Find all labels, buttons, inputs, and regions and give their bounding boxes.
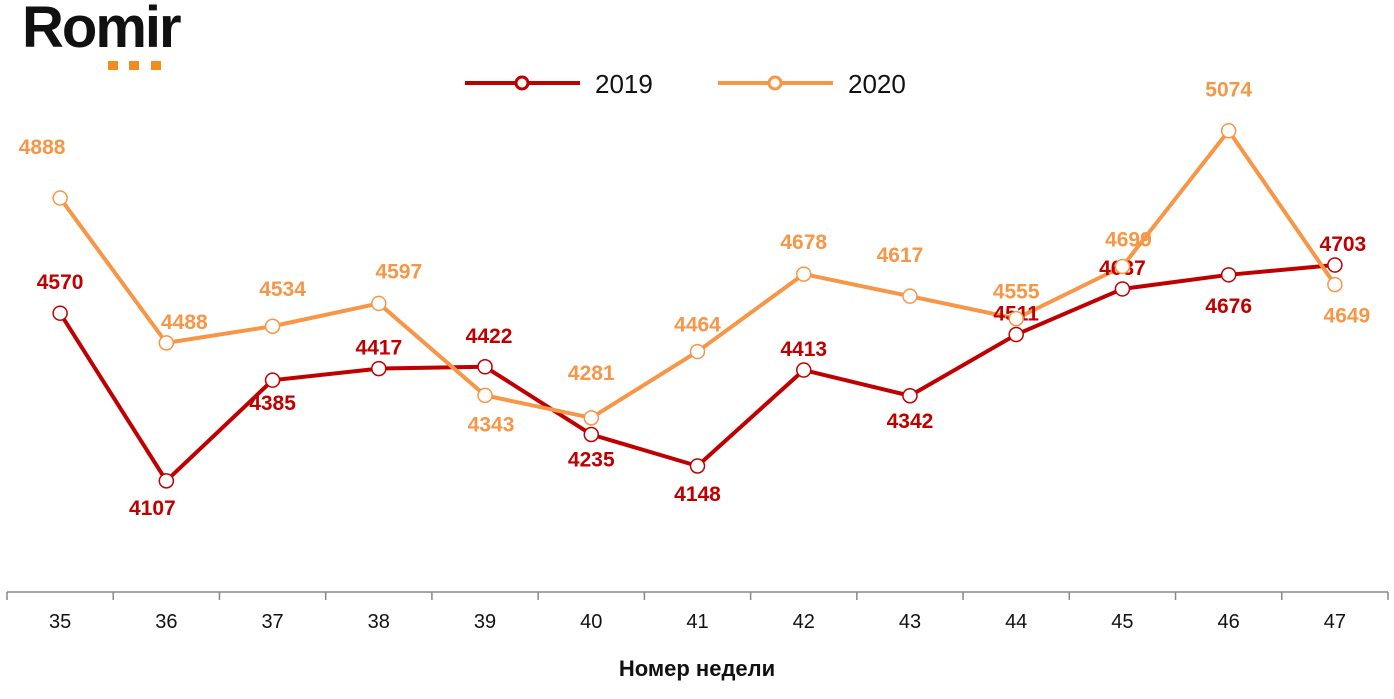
legend-label: 2020 <box>848 69 906 99</box>
data-label-2019: 4570 <box>37 271 84 294</box>
x-tick-label: 47 <box>1324 611 1346 633</box>
data-label-2020: 4343 <box>468 413 515 436</box>
data-point-2019 <box>477 359 493 375</box>
data-point-2019 <box>52 305 68 321</box>
data-point-2019 <box>158 473 175 489</box>
logo-text: Romir <box>22 0 182 60</box>
data-point-2019 <box>689 458 706 474</box>
data-point-2020 <box>371 295 387 312</box>
data-label-2020: 4699 <box>1105 228 1152 251</box>
data-point-2019 <box>795 362 812 378</box>
logo-dot <box>151 61 161 70</box>
data-point-2020 <box>52 190 68 206</box>
data-label-2020: 4597 <box>375 260 422 283</box>
data-label-2020: 4555 <box>993 281 1040 304</box>
x-tick-label: 44 <box>1005 611 1027 633</box>
x-tick-label: 36 <box>155 611 177 633</box>
data-point-2020 <box>158 335 175 351</box>
data-label-2019: 4342 <box>887 410 934 433</box>
data-point-2020 <box>1008 310 1024 327</box>
data-label-2020: 5074 <box>1205 79 1252 102</box>
legend-marker <box>767 75 783 91</box>
legend-marker <box>514 75 530 91</box>
data-point-2019 <box>1008 326 1024 343</box>
data-point-2019 <box>264 372 281 388</box>
data-label-2019: 4676 <box>1205 295 1252 318</box>
legend-item-2020: 2020 <box>718 69 906 99</box>
plot-area: 4570410743854417442242354148441343424511… <box>19 79 1370 520</box>
data-label-2020: 4464 <box>674 314 721 337</box>
data-point-2020 <box>902 288 918 304</box>
x-axis-label: Номер недели <box>619 656 775 681</box>
data-label-2019: 4107 <box>129 497 176 520</box>
data-point-2019 <box>583 426 600 443</box>
series-line-2019 <box>58 263 1336 483</box>
x-tick-label: 46 <box>1218 611 1240 633</box>
data-point-2019 <box>1327 257 1343 273</box>
x-tick-label: 45 <box>1111 611 1133 633</box>
data-label-2020: 4488 <box>161 311 208 334</box>
data-point-2020 <box>795 266 812 282</box>
data-label-2019: 4235 <box>568 448 615 471</box>
logo-dot <box>108 61 118 70</box>
data-label-2020: 4888 <box>19 136 66 159</box>
data-label-2019: 4413 <box>780 338 827 361</box>
logo-dot <box>129 61 139 70</box>
data-point-2020 <box>477 387 493 404</box>
data-label-2020: 4534 <box>259 278 306 301</box>
data-point-2019 <box>1220 267 1237 283</box>
legend-item-2019: 2019 <box>465 69 653 99</box>
x-tick-label: 35 <box>49 611 71 633</box>
x-axis: 35 36 37 38 39 40 41 42 43 44 45 46 47 <box>6 591 1389 633</box>
data-label-2019: 4422 <box>466 325 513 348</box>
x-tick-label: 39 <box>474 611 496 633</box>
data-point-2020 <box>583 410 600 426</box>
x-tick-label: 40 <box>580 611 602 633</box>
x-tick-label: 42 <box>793 611 815 633</box>
data-label-2020: 4678 <box>780 231 827 254</box>
x-tick-label: 41 <box>686 611 708 633</box>
data-point-2020 <box>264 318 281 334</box>
data-label-2020: 4649 <box>1324 305 1371 328</box>
data-label-2019: 4385 <box>249 392 296 415</box>
data-point-2020 <box>1327 276 1343 293</box>
data-point-2019 <box>1114 281 1131 297</box>
data-point-2020 <box>689 343 706 360</box>
x-tick-label: 43 <box>899 611 921 633</box>
data-label-2019: 4148 <box>674 483 721 506</box>
x-tick-label: 37 <box>261 611 283 633</box>
legend-label: 2019 <box>595 69 653 99</box>
data-point-2020 <box>1114 258 1131 275</box>
data-label-2020: 4281 <box>568 362 615 385</box>
data-point-2019 <box>371 360 387 377</box>
data-label-2019: 4703 <box>1320 233 1367 256</box>
x-tick-label: 38 <box>368 611 390 633</box>
data-point-2019 <box>902 388 918 404</box>
data-label-2020: 4617 <box>877 244 924 267</box>
data-label-2019: 4417 <box>355 337 402 360</box>
legend: 2019 2020 <box>465 69 906 99</box>
data-point-2020 <box>1220 122 1237 139</box>
